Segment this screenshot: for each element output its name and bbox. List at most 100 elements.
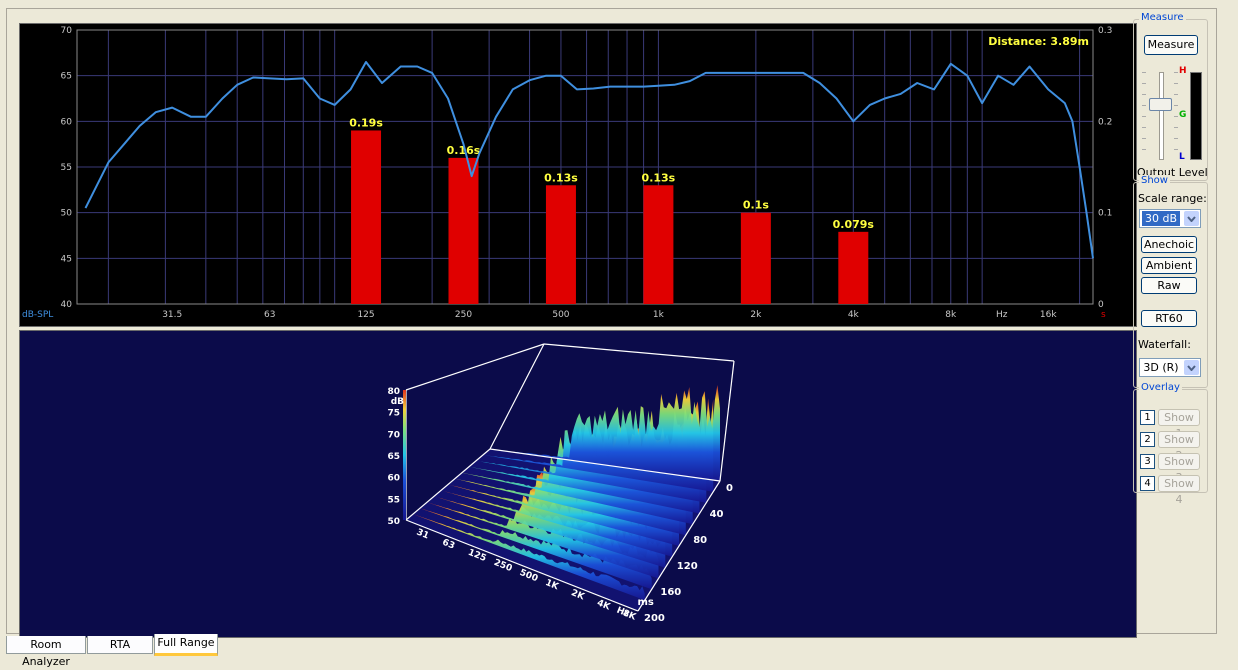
level-unit-label: dB — [391, 397, 404, 407]
frequency-response-curve — [84, 61, 1094, 259]
frequency-tick-label: 4K — [595, 598, 612, 613]
box-edge — [405, 448, 491, 521]
waterfall-select[interactable]: 3D (R) — [1139, 358, 1201, 377]
rt60-bar-label: 0.19s — [349, 116, 383, 129]
axis-frequency — [405, 519, 639, 612]
anechoic-button[interactable]: Anechoic — [1141, 236, 1197, 253]
distance-annotation: Distance: 3.89m — [988, 35, 1089, 48]
box-edge — [489, 448, 721, 482]
left-tick-label: 40 — [61, 300, 73, 310]
left-tick-label: 45 — [61, 254, 72, 264]
frequency-tick-label: 31 — [415, 528, 430, 542]
frequency-tick-label: 1K — [544, 578, 561, 593]
y-left-axis-label: dB-SPL — [22, 310, 53, 320]
box-edge — [489, 343, 545, 450]
x-tick-label: 250 — [455, 310, 472, 320]
left-tick-label: 55 — [61, 163, 72, 173]
chevron-down-icon[interactable] — [1184, 360, 1199, 375]
left-tick-label: 70 — [61, 26, 73, 36]
x-tick-label: 8k — [945, 310, 957, 320]
rt60-bar — [643, 185, 674, 304]
frequency-tick-label: 2K — [570, 588, 587, 603]
x-tick-label: 31.5 — [162, 310, 182, 320]
time-tick-label: 200 — [644, 613, 665, 624]
right-tick-label: 0.3 — [1098, 26, 1112, 36]
overlay-show-button-4[interactable]: Show 4 — [1158, 475, 1200, 506]
overlay-show-button-1[interactable]: Show 1 — [1158, 409, 1200, 440]
time-tick-label: 120 — [677, 561, 698, 572]
overlay-checkbox-1[interactable]: 1 — [1140, 410, 1155, 425]
x-tick-label: 16k — [1040, 310, 1057, 320]
tab-room-analyzer[interactable]: Room Analyzer — [6, 636, 86, 668]
overlay-show-button-2[interactable]: Show 2 — [1158, 431, 1200, 462]
time-tick-label: 40 — [710, 509, 724, 520]
x-tick-label: 500 — [552, 310, 569, 320]
frequency-tick-label: 8K — [621, 608, 638, 623]
overlay-group-title: Overlay — [1139, 382, 1182, 393]
time-unit-label: ms — [637, 597, 653, 608]
rt60-bar — [448, 157, 479, 304]
rt60-bar-label: 0.1s — [743, 199, 769, 212]
overlay-checkbox-2[interactable]: 2 — [1140, 432, 1155, 447]
rt60-bar-label: 0.13s — [544, 171, 578, 184]
overlay-checkbox-4[interactable]: 4 — [1140, 476, 1155, 491]
chevron-down-icon[interactable] — [1184, 211, 1199, 226]
waterfall-slice — [455, 471, 686, 536]
time-tick-label: 160 — [660, 587, 681, 598]
meter-low-label: L — [1179, 152, 1185, 162]
rt60-bar-label: 0.13s — [642, 171, 676, 184]
waterfall-3d-svg: 80757065605550dB31631252505001K2K4K8KHz0… — [387, 343, 735, 624]
left-tick-label: 60 — [61, 117, 73, 127]
meter-high-label: H — [1179, 66, 1187, 76]
overlay-show-button-3[interactable]: Show 3 — [1158, 453, 1200, 484]
rt60-bar-label: 0.079s — [833, 218, 875, 231]
box-edge — [543, 343, 735, 362]
left-tick-label: 50 — [61, 209, 73, 219]
slider-thumb[interactable] — [1149, 98, 1172, 111]
x-tick-label: 1k — [653, 310, 665, 320]
output-level-meter — [1190, 72, 1202, 160]
box-edge — [405, 343, 545, 391]
x-unit-label: Hz — [996, 310, 1008, 320]
rt60-bar — [740, 212, 771, 304]
scale-range-select[interactable]: 30 dB — [1139, 209, 1201, 228]
show-group-title: Show — [1139, 175, 1170, 186]
right-tick-label: 0 — [1098, 300, 1104, 310]
waterfall-label: Waterfall: — [1138, 338, 1191, 351]
scale-range-value: 30 dB — [1142, 211, 1180, 226]
tab-full-range[interactable]: Full Range — [154, 634, 218, 656]
level-tick-label: 75 — [387, 409, 400, 419]
measure-button[interactable]: Measure — [1144, 35, 1198, 55]
level-tick-label: 60 — [387, 474, 400, 484]
show-group: Show Scale range: 30 dB Anechoic Ambient… — [1133, 175, 1208, 388]
main-frame: 70 65 60 55 50 45 40 0.3 0.2 0.1 0 31.5 63 125 250 500 1… — [6, 8, 1217, 638]
raw-button[interactable]: Raw — [1141, 277, 1197, 294]
overlay-checkbox-3[interactable]: 3 — [1140, 454, 1155, 469]
x-tick-label: 4k — [848, 310, 860, 320]
waterfall-value: 3D (R) — [1143, 361, 1179, 374]
rt60-bar — [545, 185, 576, 304]
box-edge — [719, 360, 735, 482]
rt60-bar — [838, 231, 869, 304]
frequency-response-svg: 70 65 60 55 50 45 40 0.3 0.2 0.1 0 31.5 63 125 250 500 1… — [22, 26, 1112, 320]
frequency-tick-label: 63 — [441, 538, 456, 552]
level-color-scale — [403, 390, 406, 520]
x-tick-label: 63 — [264, 310, 275, 320]
x-tick-label: 2k — [750, 310, 762, 320]
plot-border — [76, 29, 1094, 305]
right-tick-label: 0.1 — [1098, 209, 1112, 219]
ambient-button[interactable]: Ambient — [1141, 257, 1197, 274]
x-tick-label: 125 — [357, 310, 374, 320]
scale-range-label: Scale range: — [1138, 192, 1207, 205]
meter-good-label: G — [1179, 110, 1187, 120]
level-tick-label: 55 — [387, 495, 400, 505]
level-tick-label: 80 — [387, 387, 400, 397]
tab-rta[interactable]: RTA — [87, 636, 153, 654]
measure-group: Measure Measure H G L Output Level — [1133, 12, 1208, 181]
y-right-axis-label: s — [1101, 310, 1106, 320]
output-level-slider[interactable] — [1142, 72, 1178, 160]
rt60-bar — [351, 130, 382, 304]
rt60-bar-label: 0.16s — [447, 144, 481, 157]
rt60-button[interactable]: RT60 — [1141, 310, 1197, 327]
